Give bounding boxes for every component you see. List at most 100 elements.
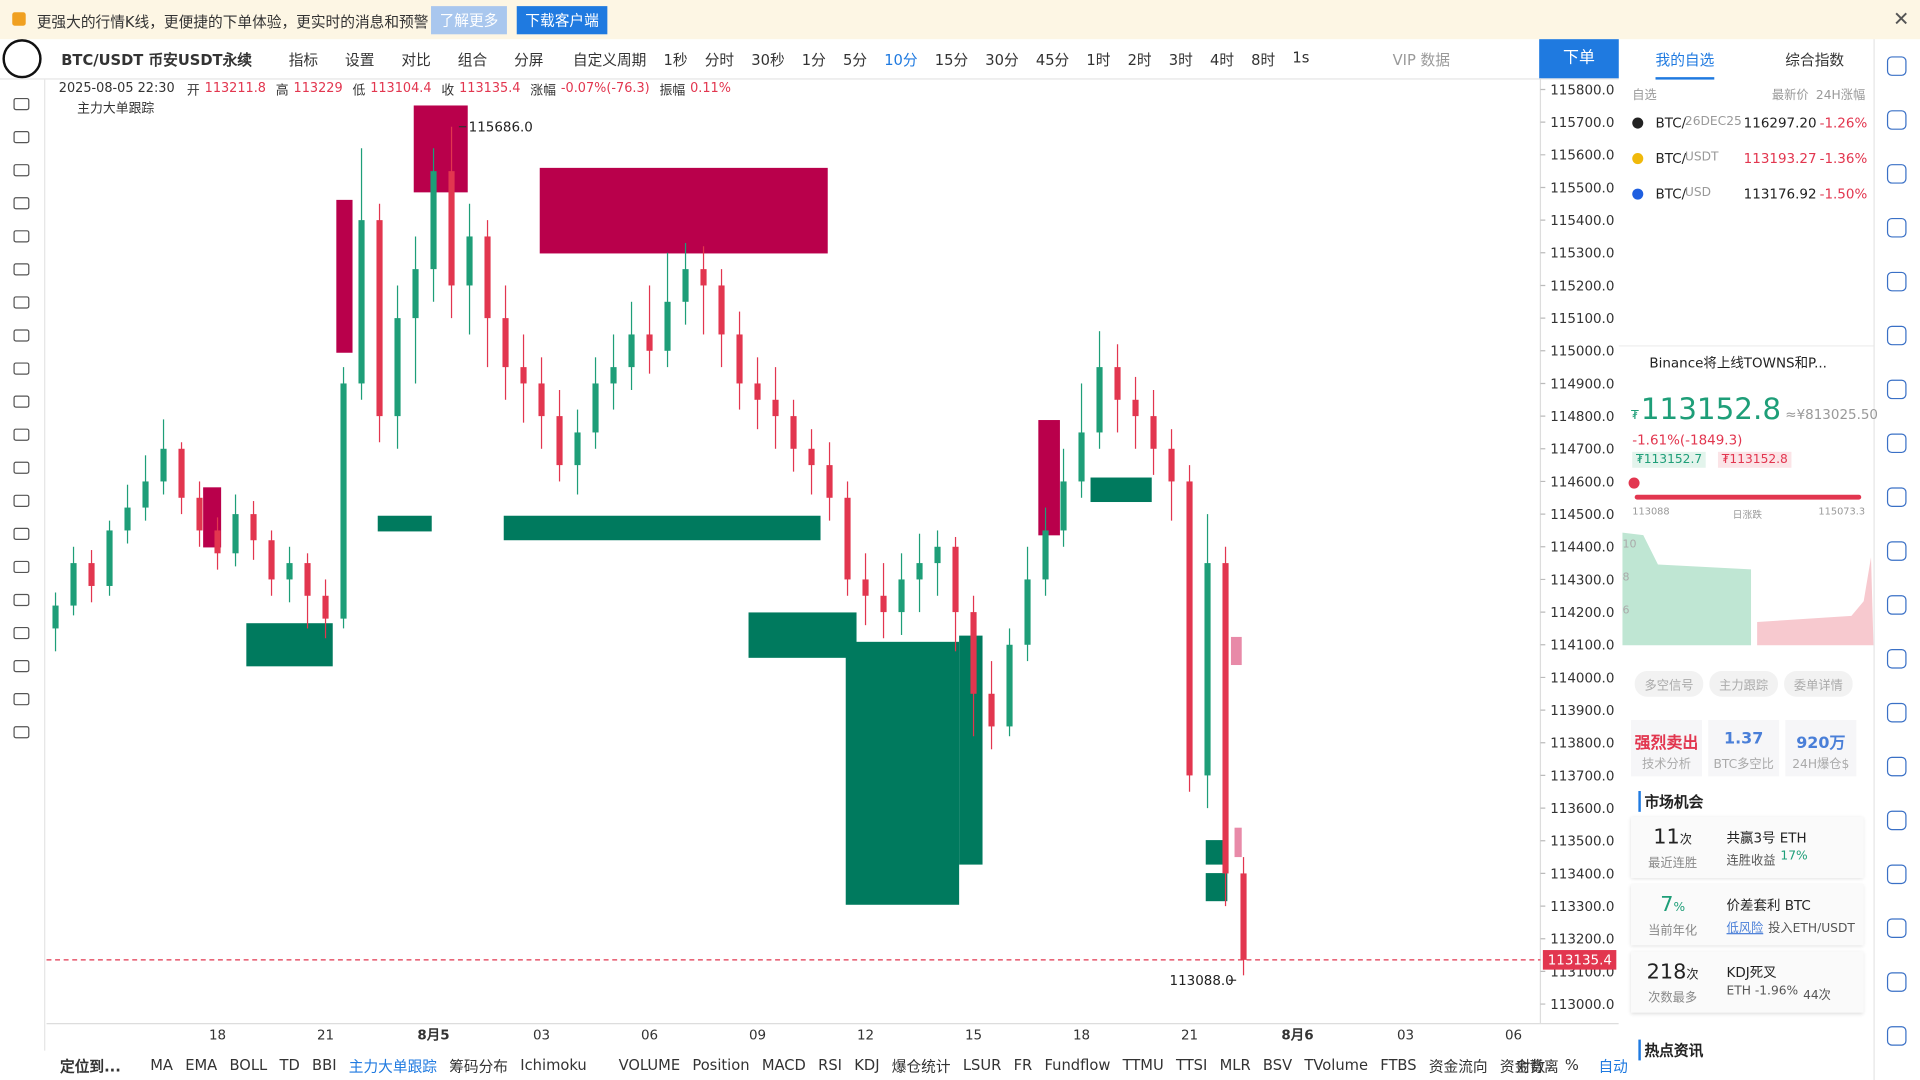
learn-more[interactable]: 了解更多 [431, 6, 507, 35]
news[interactable]: Binance将上线TOWNS和P... [1649, 355, 1827, 372]
tool-icon[interactable] [13, 428, 30, 441]
period[interactable]: 2时 [1127, 50, 1152, 68]
side-icon[interactable] [1886, 541, 1907, 561]
opp-card[interactable] [1631, 951, 1864, 1013]
tool-icon[interactable] [13, 560, 30, 574]
side-icon[interactable] [1886, 1026, 1907, 1046]
period[interactable]: 15分 [934, 50, 969, 68]
indicator[interactable]: LSUR [962, 1056, 1002, 1074]
indicator[interactable]: FTBS [1380, 1056, 1417, 1074]
side-icon[interactable] [1886, 325, 1907, 346]
tool-icon[interactable] [13, 230, 30, 243]
pill[interactable]: 主力跟踪 [1709, 671, 1778, 697]
tool-icon[interactable] [13, 693, 30, 706]
period[interactable]: 10分 [884, 50, 918, 68]
download[interactable]: 下载客户端 [516, 6, 608, 35]
tool-icon[interactable] [13, 131, 30, 144]
indicator[interactable]: TTMU [1122, 1056, 1164, 1074]
order-button[interactable]: 下单 [1539, 39, 1619, 79]
tool-icon[interactable] [13, 726, 30, 739]
side-icon[interactable] [1886, 110, 1907, 130]
indicator[interactable]: RSI [818, 1056, 843, 1074]
side-icon[interactable] [1886, 433, 1907, 454]
tool[interactable]: 组合 [457, 50, 488, 68]
tool-icon[interactable] [13, 494, 30, 507]
period[interactable]: 1分 [801, 50, 826, 68]
side-icon[interactable] [1886, 702, 1907, 723]
side-icon[interactable] [1886, 595, 1907, 615]
indicator[interactable]: MA [150, 1056, 173, 1074]
indicator[interactable]: Ichimoku [520, 1056, 587, 1074]
opp-card[interactable] [1631, 884, 1864, 946]
side-icon[interactable] [1886, 972, 1907, 992]
indicator[interactable]: TTSI [1175, 1056, 1208, 1074]
indicator[interactable]: VOLUME [618, 1056, 681, 1074]
tool-icon[interactable] [13, 263, 30, 276]
tool-icon[interactable] [13, 461, 30, 474]
side-icon[interactable] [1886, 918, 1907, 938]
vip[interactable]: VIP 数据 [1392, 50, 1450, 68]
side-icon[interactable] [1886, 217, 1907, 238]
period[interactable]: 5分 [843, 50, 868, 68]
indicator[interactable]: MLR [1219, 1056, 1251, 1074]
indicator[interactable]: Fundflow [1044, 1056, 1111, 1074]
period[interactable]: 4时 [1209, 50, 1235, 68]
indicator[interactable]: KDJ [854, 1056, 880, 1074]
watch-quote[interactable]: USDT [1684, 150, 1719, 165]
tool-icon[interactable] [13, 527, 30, 540]
tool-icon[interactable] [13, 329, 30, 342]
bottom-option[interactable]: 对数 [1515, 1057, 1546, 1075]
opp-card[interactable] [1631, 816, 1864, 878]
side-icon[interactable] [1886, 56, 1907, 76]
tool-icon[interactable] [13, 97, 30, 111]
indicator[interactable]: TVolume [1304, 1056, 1369, 1074]
tool[interactable]: 指标 [288, 50, 319, 68]
side-icon[interactable] [1886, 864, 1907, 885]
pill[interactable]: 多空信号 [1634, 671, 1704, 697]
tab[interactable]: 综合指数 [1785, 51, 1845, 69]
indicator[interactable]: FR [1013, 1056, 1033, 1074]
bottom-option[interactable]: % [1564, 1056, 1579, 1074]
indicator[interactable]: MACD [761, 1056, 806, 1074]
close[interactable]: ✕ [1893, 7, 1910, 31]
tool-icon[interactable] [13, 197, 30, 210]
period[interactable]: 自定义周期 [572, 50, 647, 68]
indicator[interactable]: BOLL [229, 1056, 268, 1074]
bottom-option[interactable]: 自动 [1598, 1057, 1628, 1075]
watch-quote[interactable]: 26DEC25 [1684, 115, 1742, 129]
locate[interactable]: 定位到... [60, 1057, 121, 1075]
indicator[interactable]: 主力大单跟踪 [348, 1057, 437, 1075]
watch-quote[interactable]: USD [1684, 186, 1712, 200]
tool-icon[interactable] [13, 660, 30, 673]
period[interactable]: 分时 [704, 50, 735, 68]
indicator[interactable]: 资金流向 [1428, 1057, 1488, 1075]
indicator[interactable]: TD [279, 1056, 300, 1074]
indicator[interactable]: 爆仓统计 [891, 1057, 951, 1075]
tool-icon[interactable] [13, 164, 30, 177]
indicator[interactable]: 资金背离 [1499, 1057, 1559, 1075]
watch-base[interactable]: BTC/ [1655, 150, 1687, 167]
tool[interactable]: 对比 [401, 50, 431, 68]
period[interactable]: 30秒 [751, 50, 785, 68]
indicator[interactable]: EMA [185, 1056, 218, 1074]
side-icon[interactable] [1886, 756, 1907, 777]
watch-base[interactable]: BTC/ [1655, 115, 1687, 132]
indicator[interactable]: BSV [1262, 1056, 1293, 1074]
side-icon[interactable] [1886, 810, 1907, 831]
tool[interactable]: 分屏 [514, 50, 544, 68]
tool[interactable]: 设置 [345, 50, 375, 68]
side-icon[interactable] [1886, 271, 1907, 292]
indicator[interactable]: BBI [312, 1056, 337, 1074]
side-icon[interactable] [1886, 379, 1907, 400]
tool-icon[interactable] [13, 626, 30, 640]
side-icon[interactable] [1886, 487, 1907, 507]
period[interactable]: 1时 [1086, 50, 1111, 68]
pill[interactable]: 委单详情 [1784, 671, 1853, 697]
period[interactable]: 1秒 [663, 50, 688, 68]
indicator[interactable]: 筹码分布 [449, 1057, 509, 1075]
tool-icon[interactable] [13, 296, 30, 309]
tool-icon[interactable] [13, 395, 30, 408]
side-icon[interactable] [1886, 648, 1907, 669]
period[interactable]: 30分 [985, 50, 1019, 68]
tab[interactable]: 我的自选 [1655, 49, 1715, 80]
